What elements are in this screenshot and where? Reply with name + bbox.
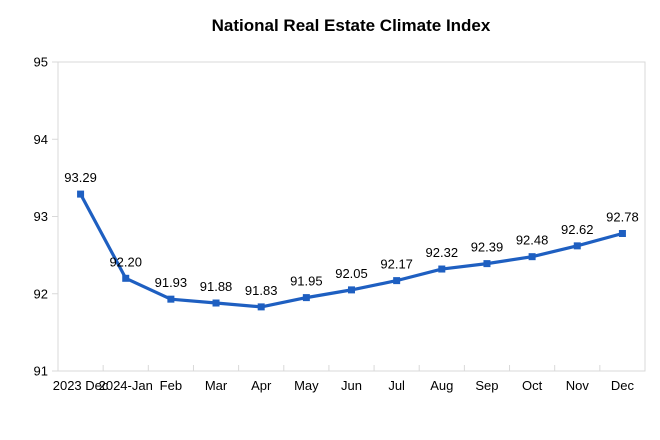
y-tick-label: 94 [34, 132, 48, 147]
data-point-marker [438, 265, 446, 273]
x-axis-label: Jun [341, 378, 362, 393]
chart-title: National Real Estate Climate Index [212, 16, 491, 35]
data-point-marker [77, 190, 85, 198]
x-axis-label: Feb [160, 378, 182, 393]
data-point-label: 92.78 [606, 209, 639, 224]
x-axis-label: Nov [566, 378, 590, 393]
plot-border [57, 61, 646, 372]
x-axis-label: 2024-Jan [99, 378, 153, 393]
y-tick-label: 95 [34, 55, 48, 70]
x-axis-label: May [294, 378, 319, 393]
x-axis-label: Sep [475, 378, 498, 393]
x-axis-label: Jul [388, 378, 405, 393]
data-point-label: 92.62 [561, 222, 594, 237]
data-point-marker [257, 303, 265, 311]
data-point-label: 91.93 [155, 275, 188, 290]
data-point-marker [393, 277, 401, 285]
labels-layer: 93.29 92.20 91.93 91.88 91.83 91.95 92.05 92.17… [64, 170, 638, 298]
data-point-marker [348, 286, 355, 294]
data-point-label: 92.20 [109, 254, 142, 269]
data-point-marker [302, 294, 310, 302]
data-point-marker [573, 242, 581, 250]
series-layer [77, 190, 626, 311]
x-axis-label: 2023 Dec [53, 378, 109, 393]
x-axis-label: Mar [205, 378, 228, 393]
data-point-label: 93.29 [64, 170, 97, 185]
x-axis-label: Apr [251, 378, 272, 393]
data-point-label: 92.05 [335, 266, 368, 281]
data-point-marker [618, 229, 626, 237]
data-point-label: 91.95 [290, 274, 323, 289]
x-axis-label: Oct [522, 378, 543, 393]
data-point-marker [122, 274, 130, 282]
data-point-label: 92.48 [516, 233, 549, 248]
y-tick-label: 91 [34, 364, 48, 379]
data-point-label: 92.17 [380, 257, 413, 272]
data-point-marker [528, 253, 536, 261]
y-tick-label: 93 [34, 209, 48, 224]
x-axis-label: Dec [611, 378, 635, 393]
data-point-label: 92.32 [426, 245, 459, 260]
data-point-label: 91.83 [245, 283, 278, 298]
data-point-marker [483, 260, 491, 268]
data-point-label: 92.39 [471, 240, 504, 255]
y-tick-label: 92 [34, 286, 48, 301]
data-point-label: 91.88 [200, 279, 233, 294]
data-point-marker [212, 299, 220, 307]
x-axis-label: Aug [430, 378, 453, 393]
data-point-marker [167, 295, 175, 303]
